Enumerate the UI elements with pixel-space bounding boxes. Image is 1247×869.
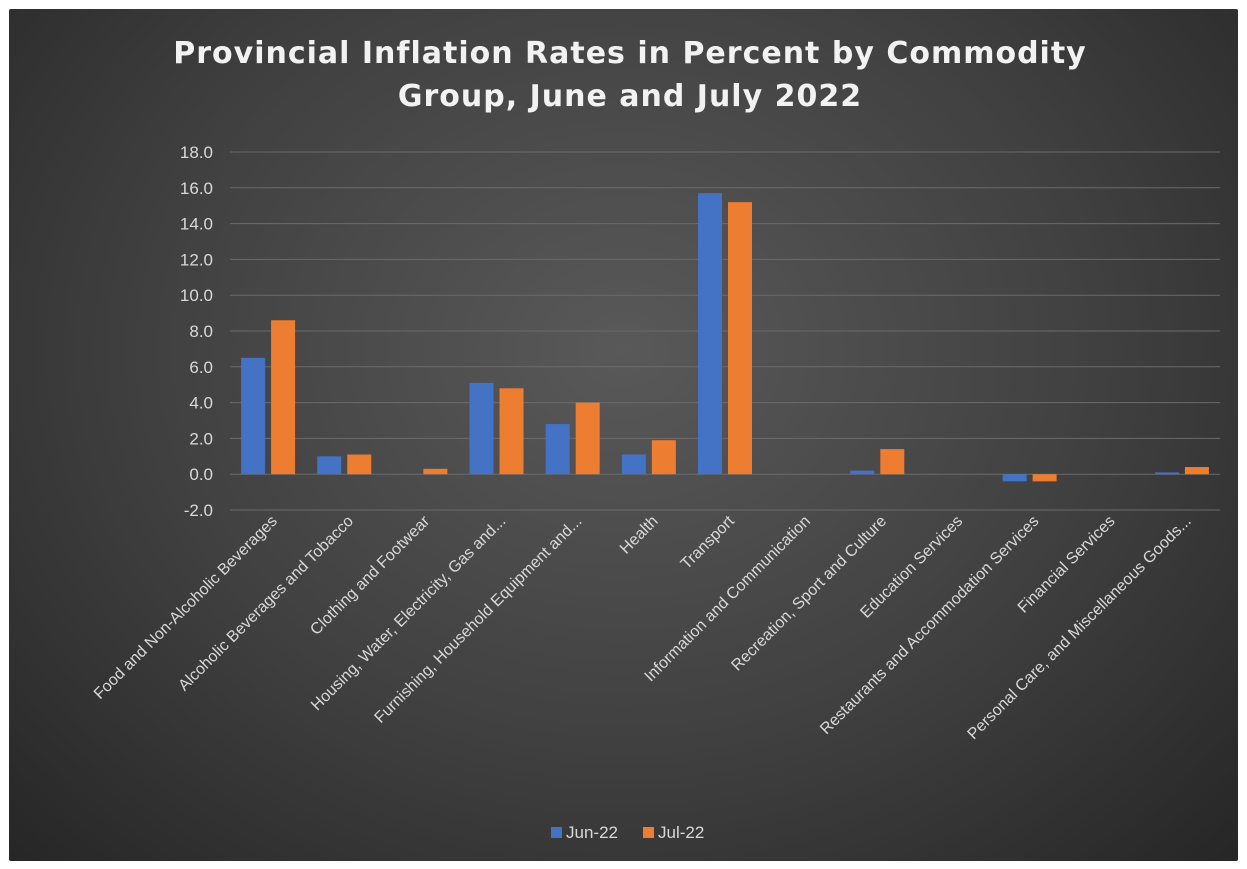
bar-jul-22 [271,320,296,475]
chart-title-line-1: Provincial Inflation Rates in Percent by… [173,36,1086,71]
y-tick-label: 0.0 [189,465,213,484]
x-tick-label: Transport [678,512,738,572]
gridlines [230,151,1220,511]
y-tick-label: 14.0 [180,215,213,234]
chart-frame: Provincial Inflation Rates in Percent by… [9,9,1238,861]
x-tick-label: Health [617,513,662,558]
legend-swatch-jun-22 [551,827,562,838]
y-tick-label: -2.0 [184,501,213,520]
bar-jul-22 [423,468,448,475]
y-axis-ticks: -2.0 0.0 2.0 4.0 6.0 8.0 10.0 12.0 14.0 16.0 18.0 [180,143,213,520]
y-tick-label: 2.0 [189,429,213,448]
y-tick-label: 4.0 [189,394,213,413]
x-tick-label: Information and Communication [642,513,814,685]
bar-jul-22 [499,388,524,475]
chart-title-line-2: Group, June and July 2022 [398,79,862,114]
bar-jul-22 [575,402,600,475]
bar-jul-22 [1184,467,1209,475]
legend-label-jun-22: Jun-22 [566,823,618,842]
bar-jun-22 [850,470,875,475]
legend: Jun-22 Jul-22 [551,823,704,842]
bar-jun-22 [241,357,266,475]
legend-swatch-jul-22 [643,827,654,838]
y-tick-label: 10.0 [180,286,213,305]
bar-jul-22 [347,454,372,475]
bars [241,193,1209,482]
bar-jun-22 [545,424,570,475]
legend-label-jul-22: Jul-22 [658,823,704,842]
bar-jul-22 [728,202,752,475]
bar-jun-22 [621,454,646,475]
x-tick-label: Recreation, Sport and Culture [728,513,890,675]
bar-jun-22 [1154,472,1179,475]
bar-jun-22 [698,193,722,475]
bar-chart: Provincial Inflation Rates in Percent by… [91,36,1220,842]
y-tick-label: 12.0 [180,250,213,269]
bar-jun-22 [317,456,342,475]
y-tick-label: 16.0 [180,179,213,198]
bar-jul-22 [651,440,676,475]
bar-jun-22 [1002,474,1027,482]
bar-jul-22 [1032,474,1057,482]
bar-jun-22 [469,382,494,475]
bar-jul-22 [880,449,905,475]
y-tick-label: 8.0 [189,322,213,341]
x-axis-ticks: Food and Non-Alcoholic BeveragesAlcoholi… [91,512,1195,743]
y-tick-label: 6.0 [189,358,213,377]
y-tick-label: 18.0 [180,143,213,162]
